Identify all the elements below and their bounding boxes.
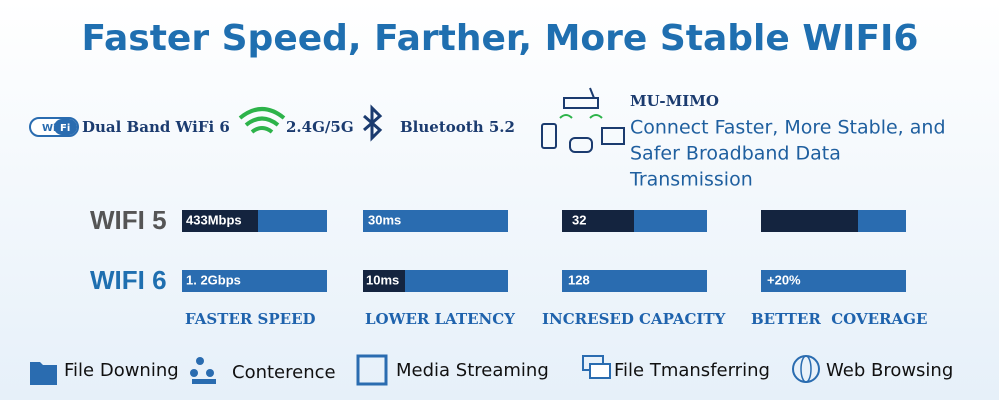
mimo-line: Connect Faster, More Stable, and: [630, 117, 946, 139]
mimo-line: Transmission: [629, 169, 753, 191]
title: Faster Speed, Farther, More Stable WIFI6: [82, 18, 919, 59]
badge-text: Fi: [60, 123, 70, 134]
app-label: File Tmansferring: [614, 360, 770, 381]
bar-label: 128: [568, 272, 590, 287]
bar-segment: [562, 210, 634, 232]
mimo-line: Safer Broadband Data: [630, 143, 841, 165]
people-icon: [192, 379, 216, 384]
wifi-icon: [238, 107, 286, 134]
feature-row: Wi Fi Dual Band WiFi 6 2.4G/5G Bluetooth…: [29, 104, 515, 142]
bar: [363, 210, 508, 232]
metric-label: LOWER LATENCY: [365, 310, 515, 328]
bar: [562, 270, 707, 292]
bar-label: +20%: [767, 272, 801, 287]
bar: [182, 270, 327, 292]
metric-label: FASTER SPEED: [185, 310, 316, 328]
metric-label: INCRESED CAPACITY: [542, 310, 726, 328]
bar-segment: [182, 210, 258, 232]
row-name: WIFI 5: [90, 205, 167, 235]
mimo-title: MU-MIMO: [630, 92, 719, 110]
people-icon: [190, 369, 198, 377]
bar-label: 30ms: [368, 212, 401, 227]
bar-segment: [761, 210, 858, 232]
bars: [182, 210, 906, 292]
people-icon: [196, 357, 204, 365]
bar: [761, 270, 906, 292]
metric-label: BETTER COVERAGE: [751, 310, 927, 328]
chat-icon: [589, 363, 611, 379]
mimo-icon: [541, 87, 625, 153]
app-label: File Downing: [64, 360, 179, 381]
app-label: Media Streaming: [396, 360, 549, 381]
feature-label: 2.4G/5G: [286, 118, 354, 136]
film-icon: [356, 354, 388, 386]
feature-label: Dual Band WiFi 6: [82, 118, 230, 136]
people-icon: [206, 369, 214, 377]
bar-segment: [363, 270, 405, 292]
folder-icon: [30, 362, 57, 385]
app-icons: [30, 354, 820, 386]
row-name: WIFI 6: [90, 265, 167, 295]
wifi-badge-fill: [54, 119, 77, 135]
app-label: Web Browsing: [826, 360, 953, 381]
bar-label: 10ms: [366, 272, 399, 287]
bar-label: 433Mbps: [186, 212, 242, 227]
bluetooth-icon: [363, 104, 383, 142]
globe-icon: [800, 355, 812, 383]
feature-label: Bluetooth 5.2: [400, 118, 515, 136]
badge-text: Wi: [42, 123, 56, 134]
bar-label: 32: [572, 212, 586, 227]
bar-label: 1. 2Gbps: [186, 272, 241, 287]
app-label: Conterence: [232, 362, 336, 383]
